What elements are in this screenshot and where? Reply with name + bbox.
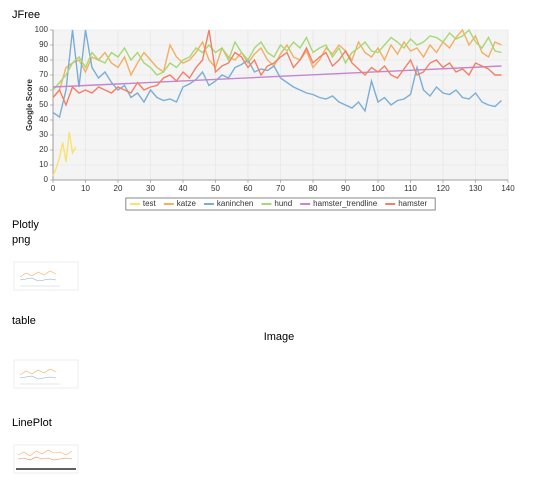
y-tick-label: 70: [39, 70, 48, 79]
x-tick-label: 70: [276, 184, 285, 193]
x-tick-label: 20: [114, 184, 123, 193]
x-tick-label: 60: [244, 184, 253, 193]
series-line: [52, 29, 502, 107]
section-heading: JFree: [12, 9, 40, 21]
y-tick-label: 80: [39, 55, 48, 64]
legend-label: hamster_trendline: [313, 199, 378, 208]
x-tick-label: 0: [51, 184, 56, 193]
y-tick-label: 20: [39, 145, 48, 154]
legend-box: [125, 197, 436, 211]
thumbnail: [13, 444, 79, 474]
x-tick-label: 80: [309, 184, 318, 193]
x-tick-label: 120: [436, 184, 450, 193]
y-tick-label: 30: [39, 130, 48, 139]
legend-label: hund: [274, 199, 292, 208]
section-heading: LinePlot: [12, 417, 52, 429]
legend-label: kaninchen: [217, 199, 253, 208]
y-tick-label: 100: [35, 25, 49, 34]
y-tick-label: 10: [39, 160, 48, 169]
column-header: Image: [264, 331, 295, 343]
x-tick-label: 100: [371, 184, 385, 193]
legend-label: katze: [177, 199, 197, 208]
y-tick-label: 90: [39, 40, 48, 49]
y-tick-label: 40: [39, 115, 48, 124]
section-heading: png: [12, 234, 30, 246]
x-tick-label: 110: [404, 184, 417, 193]
x-tick-label: 40: [179, 184, 188, 193]
legend: test katze kaninchen hund hamster_trendline h…: [125, 197, 436, 211]
series-line: [52, 131, 77, 176]
legend-label: test: [143, 199, 157, 208]
series-line: [52, 65, 502, 88]
y-tick-label: 0: [44, 175, 49, 184]
x-tick-label: 130: [469, 184, 483, 193]
x-tick-label: 30: [146, 184, 155, 193]
x-tick-label: 50: [211, 184, 220, 193]
plot: 0 10 20 30 40 50 60 70 80 90 100 0 10 20 30 40 50 60 70 80 9…: [35, 25, 515, 211]
section-heading: Plotly: [12, 219, 39, 231]
section-heading: table: [12, 315, 36, 327]
y-axis-label: Google Score: [25, 78, 34, 131]
x-tick-label: 90: [341, 184, 350, 193]
x-tick-label: 10: [81, 184, 90, 193]
x-tick-label: 140: [501, 184, 515, 193]
y-tick-label: 60: [39, 85, 48, 94]
y-tick-label: 50: [39, 100, 48, 109]
thumbnail: [13, 261, 79, 291]
series-line: [52, 28, 502, 91]
thumbnail: [13, 359, 79, 389]
legend-label: hamster: [398, 199, 427, 208]
